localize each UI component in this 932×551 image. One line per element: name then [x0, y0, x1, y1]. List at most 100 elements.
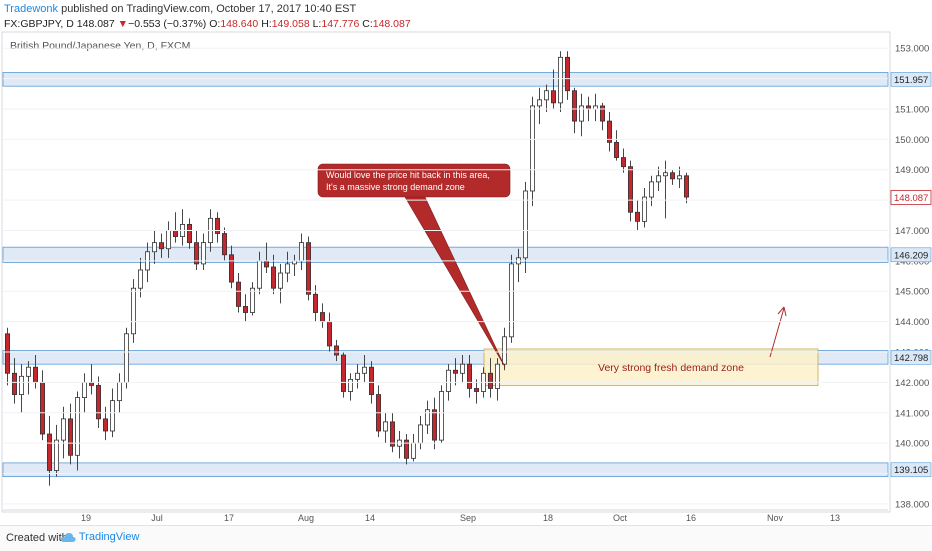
candle-body [270, 266, 276, 289]
x-tick-label: Nov [767, 513, 784, 523]
candle-body [508, 263, 514, 338]
zone-price-label: 151.957 [894, 75, 928, 86]
candle-body [249, 287, 255, 313]
low-label: L: [312, 18, 322, 30]
x-tick-label: Jul [151, 513, 163, 523]
candle-body [389, 421, 395, 447]
y-tick-label: 144.000 [895, 317, 929, 328]
candle-body [410, 442, 416, 459]
candle-body [54, 439, 60, 471]
candle-body [649, 181, 655, 198]
price-chart[interactable]: British Pound/Japanese Yen, D, FXCM Very… [0, 30, 932, 525]
candle-body [47, 433, 53, 471]
zone-price-label: 139.105 [894, 465, 928, 476]
y-tick-label: 151.000 [895, 104, 929, 115]
open-label: O: [209, 18, 221, 30]
close-label: C: [362, 18, 373, 30]
candle-body [459, 363, 465, 374]
x-tick-label: 14 [365, 513, 375, 523]
last-price: 148.087 [76, 18, 115, 30]
candle-body [298, 242, 304, 262]
candle-body [235, 281, 241, 307]
candle-body [530, 105, 536, 192]
zone-price-tag [890, 350, 932, 365]
candle-body [684, 175, 690, 198]
candle-body [614, 141, 620, 158]
sr-zone [2, 462, 889, 477]
candle-body [558, 56, 564, 104]
y-tick-label: 147.000 [895, 226, 929, 237]
candle-body [40, 381, 46, 435]
candle-body [544, 90, 550, 101]
candle-body [494, 363, 500, 389]
candle-body [256, 260, 262, 289]
candle-body [193, 242, 199, 265]
footer-bar: Created with TradingView [0, 525, 932, 551]
candle-body [347, 378, 353, 392]
up-arrow-head [777, 306, 787, 317]
tradingview-logo[interactable]: TradingView [60, 531, 139, 543]
candle-body [277, 272, 283, 289]
candle-body [137, 269, 143, 289]
candle-body [151, 242, 157, 253]
candle-body [487, 372, 493, 389]
x-tick-label: 17 [224, 513, 234, 523]
close-value: 148.087 [372, 18, 411, 30]
x-tick-label: Aug [298, 513, 314, 523]
candle-body [11, 372, 17, 395]
quote-bar: FX:GBPJPY, D 148.087 ▼−0.553 (−0.37%) O:… [4, 17, 411, 31]
candle-body [466, 363, 472, 389]
zone-price-tag [890, 72, 932, 87]
candle-body [75, 397, 81, 456]
candle-body [635, 211, 641, 222]
open-value: 148.640 [220, 18, 259, 30]
candle-body [158, 242, 164, 250]
change-value: −0.553 (−0.37%) [128, 18, 207, 30]
candle-body [501, 336, 507, 365]
candle-body [284, 263, 290, 274]
up-arrow-shaft [769, 307, 785, 358]
candle-body [642, 196, 648, 222]
y-tick-label: 141.000 [895, 408, 929, 419]
candle-body [663, 172, 669, 177]
sr-zone [2, 72, 889, 87]
candle-body [124, 333, 130, 383]
candle-body [340, 354, 346, 392]
candle-body [103, 418, 109, 432]
candle-body [130, 287, 136, 335]
zone-price-label: 146.209 [894, 250, 928, 261]
y-tick-label: 149.000 [895, 165, 929, 176]
candle-body [305, 242, 311, 295]
candle-body [656, 175, 662, 183]
candle-body [424, 409, 430, 426]
callout-text-line: Would love the price hit back in this ar… [326, 170, 490, 180]
zone-price-tag [890, 247, 932, 263]
callout-box [317, 163, 511, 198]
candle-body [670, 172, 676, 180]
callout-text-line: It's a massive strong demand zone [326, 182, 465, 192]
candle-body [228, 254, 234, 283]
candle-body [165, 230, 171, 250]
low-value: 147.776 [321, 18, 360, 30]
candle-body [607, 120, 613, 143]
x-tick-label: 16 [686, 513, 696, 523]
candle-body [186, 224, 192, 244]
candle-body [403, 439, 409, 459]
candle-body [312, 293, 318, 313]
x-tick-label: Sep [460, 513, 476, 523]
y-tick-label: 145.000 [895, 287, 929, 298]
candle-body [572, 90, 578, 122]
candle-body [438, 391, 444, 441]
candle-body [677, 175, 683, 180]
y-tick-label: 138.000 [895, 499, 929, 510]
candle-body [523, 190, 529, 259]
candle-body [172, 230, 178, 237]
candle-body [25, 366, 31, 377]
candle-body [117, 381, 123, 402]
symbol-label: FX:GBPJPY, D [4, 18, 74, 30]
x-tick-label: 19 [81, 513, 91, 523]
zone-price-tag [890, 462, 932, 478]
author-link[interactable]: Tradewonk [4, 3, 59, 15]
candle-body [537, 99, 543, 107]
candle-body [33, 366, 39, 383]
